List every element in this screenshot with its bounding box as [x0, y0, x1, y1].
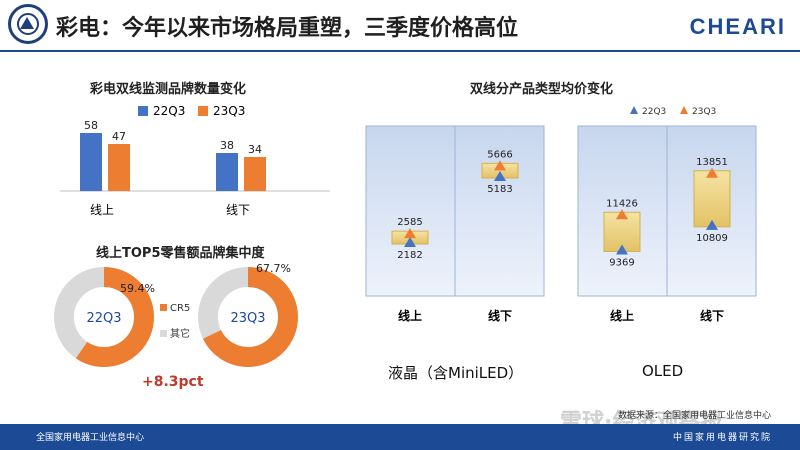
page-title: 彩电：今年以来市场格局重塑，三季度价格高位 [56, 16, 519, 41]
donut-charts: 22Q3 23Q3 59.4% 67.7% CR5 其它 [54, 262, 298, 367]
legend-triangle-22q3 [630, 106, 638, 114]
price-point-23q3-0-线下 [494, 160, 506, 171]
donut-cr5-22Q3 [54, 267, 154, 367]
donut-value-22q3: 59.4% [120, 282, 155, 295]
price-label-23q3-0-线下: 5666 [487, 149, 512, 160]
panel-label-lcd: 液晶（含MiniLED） [388, 364, 524, 382]
bar-label-22Q3-线下: 38 [220, 139, 234, 152]
price-legend-22q3: 22Q3 [642, 107, 666, 117]
price-label-22q3-0-线上: 2182 [397, 250, 422, 261]
price-point-22q3-1-线下 [706, 219, 718, 230]
bar-label-23Q3-线上: 47 [112, 130, 126, 143]
price-point-22q3-0-线下 [494, 170, 506, 181]
price-point-22q3-1-线上 [616, 244, 628, 255]
price-legend: 22Q3 23Q3 [630, 106, 716, 117]
price-point-23q3-1-线下 [706, 167, 718, 178]
price-label-23q3-1-线上: 11426 [606, 198, 638, 209]
legend-label-cr5: CR5 [170, 303, 190, 314]
donut-section-title: 线上TOP5零售额品牌集中度 [96, 246, 265, 261]
legend-swatch-cr5 [160, 304, 167, 311]
panel-label-oled: OLED [642, 362, 684, 380]
footer-bar [0, 424, 800, 450]
price-label-22q3-1-线上: 9369 [609, 257, 634, 268]
donut-center-23q3: 23Q3 [230, 311, 265, 326]
bar-label-23Q3-线下: 34 [248, 143, 262, 156]
legend-label-other: 其它 [170, 327, 190, 340]
bar-23Q3-线下 [244, 157, 266, 191]
price-chart-title: 双线分产品类型均价变化 [470, 82, 614, 97]
x-tick-offline: 线下 [226, 203, 250, 217]
org-logo [8, 4, 48, 44]
oled-x-online: 线上 [610, 308, 634, 323]
price-label-22q3-0-线下: 5183 [487, 184, 512, 195]
header-divider [0, 50, 800, 52]
donut-center-22q3: 22Q3 [86, 311, 121, 326]
lcd-x-offline: 线下 [488, 308, 512, 323]
legend-swatch-22q3 [138, 106, 148, 116]
price-label-23q3-1-线下: 13851 [696, 157, 728, 168]
bar-chart: 22Q3 23Q3 58 38 47 34 线上 线下 [60, 104, 330, 217]
bar-chart-title: 彩电双线监测品牌数量变化 [90, 82, 247, 97]
price-point-22q3-0-线上 [404, 236, 416, 247]
price-point-23q3-1-线上 [616, 209, 628, 220]
legend-triangle-23q3 [680, 106, 688, 114]
price-label-22q3-1-线下: 10809 [696, 233, 728, 244]
donut-value-23q3: 67.7% [256, 262, 291, 275]
bar-22Q3-线上 [80, 133, 102, 191]
price-legend-23q3: 23Q3 [692, 107, 716, 117]
donut-cr5-23Q3 [198, 267, 298, 367]
donut-annotation: +8.3pct [142, 374, 204, 390]
x-tick-online: 线上 [90, 203, 114, 217]
legend-swatch-23q3 [198, 106, 208, 116]
source-note: 数据来源：全国家用电器工业信息中心 [618, 411, 772, 421]
legend-label-23q3: 23Q3 [213, 104, 245, 118]
footer-left-text: 全国家用电器工业信息中心 [36, 433, 145, 443]
price-point-23q3-0-线上 [404, 228, 416, 239]
price-range-1-线下 [693, 170, 731, 228]
bar-legend: 22Q3 23Q3 [138, 104, 245, 118]
bar-23Q3-线上 [108, 144, 130, 191]
legend-swatch-other [160, 330, 167, 337]
price-label-23q3-0-线上: 2585 [397, 217, 422, 228]
oled-x-offline: 线下 [700, 308, 724, 323]
bar-label-22Q3-线上: 58 [84, 119, 98, 132]
footer-right-text: 中国家用电器研究院 [672, 433, 772, 443]
lcd-x-online: 线上 [398, 308, 422, 323]
bar-22Q3-线下 [216, 153, 238, 191]
price-panels: 2585 2182 5666 5183 11426 9369 13851 10809 线上 线… [365, 125, 757, 323]
legend-label-22q3: 22Q3 [153, 104, 185, 118]
cheari-logo: CHEARI [689, 14, 786, 39]
